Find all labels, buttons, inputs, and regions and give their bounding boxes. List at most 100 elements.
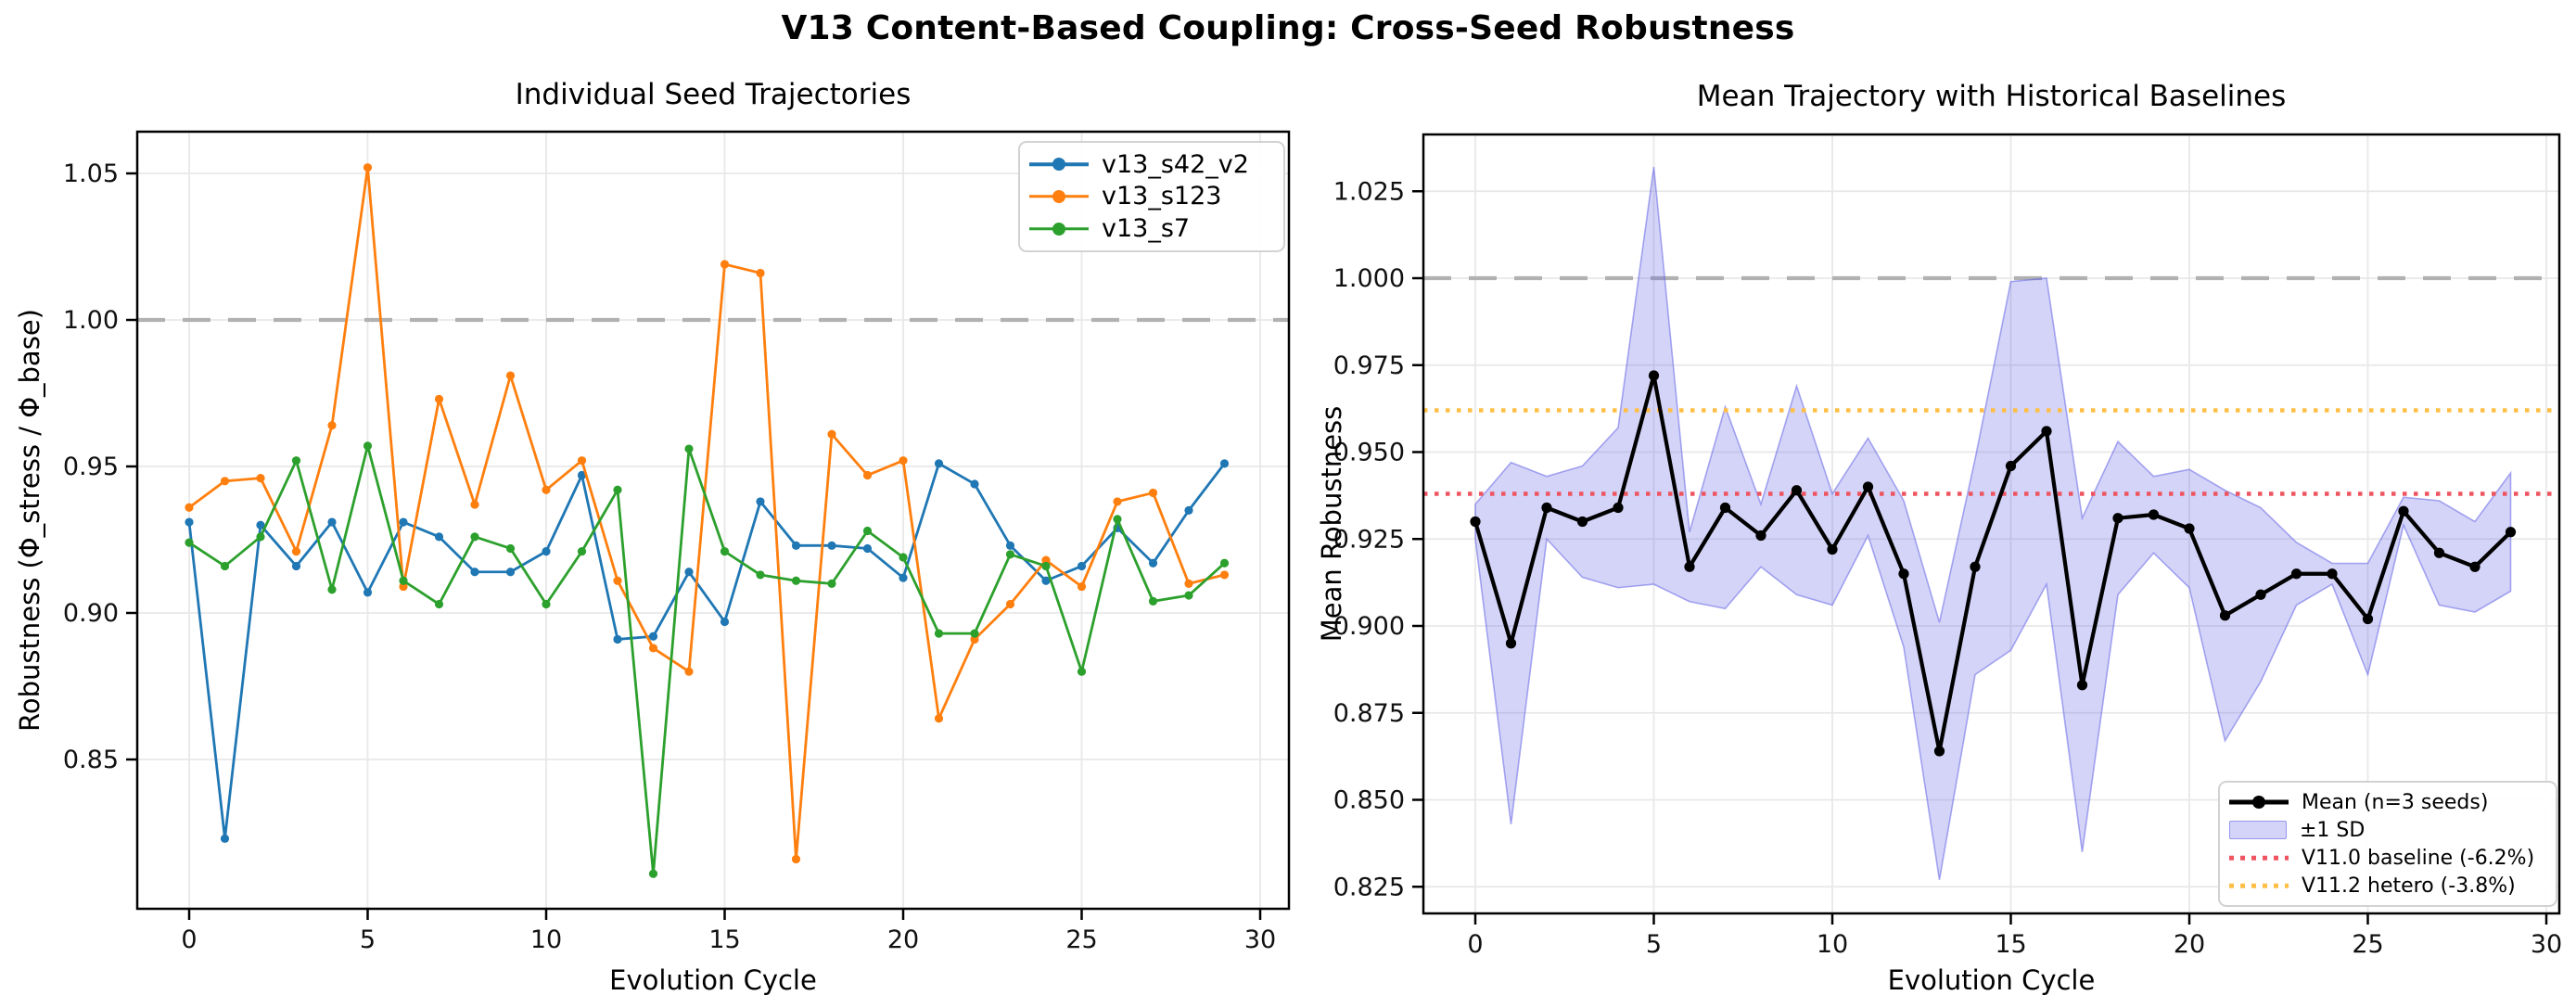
- left-chart-legend: v13_s42_v2 v13_s123 v13_s7: [1018, 141, 1285, 252]
- mean-marker: [1541, 502, 1552, 514]
- series-marker-v13_s42_v2: [542, 547, 551, 556]
- series-line-v13_s42_v2: [187, 462, 1226, 840]
- mean-marker: [1862, 481, 1874, 492]
- mean-marker: [1648, 370, 1660, 381]
- mean-marker: [2112, 513, 2123, 524]
- series-marker-v13_s42_v2: [1184, 505, 1193, 516]
- mean-marker: [1970, 561, 1981, 572]
- right-y-tick-label: 1.000: [1333, 264, 1405, 293]
- series-marker-v13_s123: [256, 474, 265, 483]
- mean-marker: [2076, 680, 2088, 691]
- right-y-tick-label: 0.825: [1333, 873, 1405, 901]
- right-chart-legend: Mean (n=3 seeds) ±1 SD V11.0 baseline (-6.…: [2218, 781, 2557, 907]
- legend-item-sd-band: ±1 SD: [2229, 819, 2546, 842]
- left-x-axis-label: Evolution Cycle: [609, 964, 817, 996]
- series-marker-v13_s123: [1184, 579, 1193, 589]
- series-marker-v13_s42_v2: [327, 517, 337, 527]
- series-marker-v13_s7: [577, 547, 587, 556]
- mean-marker: [2041, 426, 2052, 437]
- left-y-tick-label: 0.95: [63, 453, 119, 481]
- series-marker-v13_s123: [1219, 570, 1230, 580]
- left-x-tick-label: 25: [1065, 925, 1097, 954]
- left-x-tick-label: 10: [530, 925, 562, 954]
- right-y-axis-label: Mean Robustness: [1316, 405, 1347, 643]
- series-marker-v13_s42_v2: [1148, 558, 1158, 568]
- legend-item-mean: Mean (n=3 seeds): [2229, 791, 2546, 814]
- series-marker-v13_s7: [827, 579, 836, 589]
- series-marker-v13_s123: [185, 503, 194, 512]
- right-y-tick-label: 0.850: [1333, 786, 1405, 815]
- legend-item-v13_s42_v2: v13_s42_v2: [1029, 150, 1274, 179]
- sd-band: [1474, 166, 2512, 880]
- series-marker-v13_s123: [220, 477, 230, 486]
- mean-marker: [1576, 516, 1588, 528]
- mean-marker: [2433, 547, 2445, 558]
- mean-marker: [2469, 561, 2480, 572]
- series-marker-v13_s123: [1005, 599, 1015, 609]
- series-marker-v13_s7: [934, 629, 944, 638]
- mean-marker: [1613, 502, 1624, 514]
- series-marker-v13_s7: [327, 585, 337, 594]
- legend-item-v13_s7-label: v13_s7: [1102, 214, 1191, 244]
- legend-item-v11-2-hetero: V11.2 hetero (-3.8%): [2229, 874, 2546, 898]
- left-chart-title: Individual Seed Trajectories: [515, 78, 912, 111]
- legend-item-v13_s7: v13_s7: [1029, 214, 1274, 243]
- series-marker-v13_s123: [434, 394, 444, 403]
- series-marker-v13_s42_v2: [970, 479, 979, 489]
- series-marker-v13_s7: [291, 456, 301, 466]
- legend-band-swatch: [2229, 821, 2287, 839]
- series-marker-v13_s7: [1148, 596, 1158, 606]
- series-marker-v13_s42_v2: [1219, 459, 1230, 468]
- series-marker-v13_s7: [899, 553, 908, 562]
- series-marker-v13_s7: [185, 538, 194, 547]
- series-marker-v13_s7: [648, 869, 658, 878]
- series-marker-v13_s7: [220, 561, 230, 571]
- series-marker-v13_s7: [791, 576, 801, 585]
- series-marker-v13_s42_v2: [399, 517, 408, 527]
- series-marker-v13_s123: [648, 644, 658, 653]
- mean-marker: [2148, 509, 2160, 520]
- series-marker-v13_s123: [862, 470, 873, 480]
- legend-marker-dot: [2252, 796, 2265, 809]
- mean-marker: [2219, 610, 2231, 621]
- right-y-tick-label: 0.925: [1333, 525, 1405, 554]
- series-marker-v13_s7: [684, 444, 694, 453]
- legend-item-v13_s123-label: v13_s123: [1102, 182, 1222, 211]
- series-marker-v13_s123: [756, 268, 765, 278]
- series-marker-v13_s42_v2: [827, 541, 836, 550]
- series-marker-v13_s7: [1041, 561, 1051, 571]
- series-marker-v13_s7: [970, 629, 979, 638]
- mean-marker: [1827, 543, 1838, 555]
- mean-marker: [1755, 530, 1766, 542]
- right-axes-frame: [1422, 133, 2561, 915]
- right-x-tick-label: 0: [1467, 930, 1483, 959]
- series-marker-v13_s7: [1077, 667, 1087, 676]
- series-marker-v13_s123: [470, 500, 479, 509]
- left-axes-frame: [135, 130, 1291, 911]
- legend-item-v11-0-baseline: V11.0 baseline (-6.2%): [2229, 847, 2546, 870]
- series-marker-v13_s42_v2: [1077, 561, 1087, 571]
- legend-item-v11-0-baseline-label: V11.0 baseline (-6.2%): [2302, 846, 2535, 870]
- series-line-v13_s7: [188, 444, 1226, 875]
- left-y-tick-label: 0.85: [63, 746, 119, 774]
- series-marker-v13_s7: [470, 532, 479, 542]
- series-marker-v13_s123: [505, 371, 516, 380]
- series-marker-v13_s7: [1219, 558, 1230, 568]
- series-marker-v13_s123: [827, 429, 836, 439]
- series-marker-v13_s123: [1077, 581, 1087, 592]
- series-marker-v13_s7: [505, 543, 516, 554]
- series-marker-v13_s7: [862, 526, 873, 536]
- right-x-tick-label: 5: [1646, 930, 1662, 959]
- right-x-tick-label: 15: [1995, 930, 2026, 959]
- series-marker-v13_s7: [720, 547, 730, 556]
- series-marker-v13_s123: [684, 667, 694, 676]
- series-marker-v13_s42_v2: [291, 561, 301, 571]
- legend-item-v13_s42_v2-label: v13_s42_v2: [1102, 149, 1249, 179]
- left-x-tick-label: 5: [360, 925, 376, 954]
- series-marker-v13_s123: [1041, 555, 1051, 565]
- right-y-tick-label: 1.025: [1333, 177, 1405, 206]
- mean-marker: [1791, 485, 1803, 496]
- right-y-tick-label: 0.875: [1333, 699, 1405, 728]
- series-marker-v13_s42_v2: [1005, 541, 1015, 550]
